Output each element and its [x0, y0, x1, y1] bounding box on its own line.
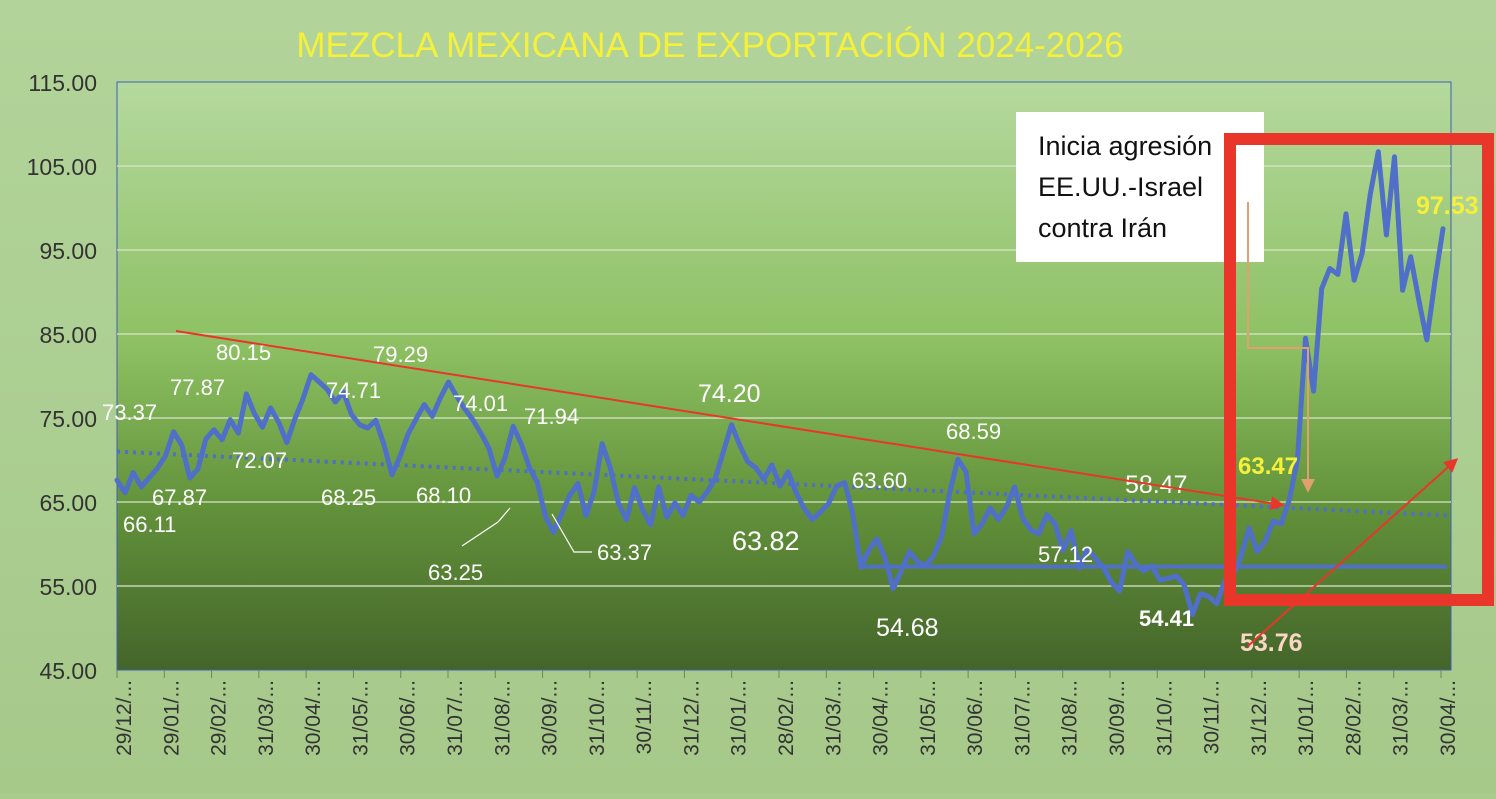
y-tick-label: 95.00 — [39, 238, 97, 264]
x-tick-label: 30/06/... — [964, 680, 987, 756]
data-label: 58.47 — [1125, 471, 1188, 499]
x-tick-label: 31/12/... — [1248, 680, 1271, 756]
data-label: 54.68 — [876, 614, 939, 642]
data-label: 68.10 — [416, 483, 471, 508]
y-tick-label: 75.00 — [39, 406, 97, 432]
chart-title: MEZCLA MEXICANA DE EXPORTACIÓN 2024-2026 — [296, 26, 1123, 65]
x-axis: 29/12/... 29/01/... 29/02/... 31/03/... 30/0… — [113, 670, 1460, 756]
x-tick-label: 31/08/... — [491, 680, 514, 756]
x-tick-label: 31/05/... — [917, 680, 940, 756]
x-tick-label: 31/03/... — [1390, 680, 1413, 756]
x-tick-label: 30/11/... — [1201, 680, 1224, 754]
y-tick-label: 55.00 — [39, 574, 97, 600]
x-tick-label: 30/11/... — [633, 680, 656, 754]
x-tick-label: 30/04/... — [870, 680, 893, 756]
data-label: 71.94 — [524, 404, 579, 429]
x-tick-label: 31/10/... — [1153, 680, 1176, 756]
y-tick-label: 105.00 — [27, 154, 97, 180]
y-tick-label: 85.00 — [39, 322, 97, 348]
data-label: 57.12 — [1038, 542, 1093, 567]
data-label: 68.59 — [946, 419, 1001, 444]
x-tick-label: 30/04/... — [302, 680, 325, 756]
y-tick-label: 115.00 — [28, 70, 97, 96]
x-tick-label: 31/12/... — [680, 680, 703, 756]
x-tick-label: 30/04/... — [1437, 680, 1460, 756]
data-label: 79.29 — [373, 342, 428, 367]
data-label: 97.53 — [1416, 192, 1479, 220]
data-label: 72.07 — [232, 448, 287, 473]
x-tick-label: 31/01/... — [1295, 680, 1318, 756]
y-tick-label: 45.00 — [39, 658, 97, 684]
x-tick-label: 30/09/... — [1106, 680, 1129, 756]
y-tick-label: 65.00 — [39, 490, 97, 516]
x-tick-label: 28/02/... — [775, 680, 798, 756]
x-tick-label: 29/02/... — [208, 680, 231, 756]
data-label: 63.47 — [1238, 453, 1298, 480]
x-tick-label: 31/08/... — [1059, 680, 1082, 756]
data-label: 68.25 — [321, 485, 376, 510]
y-axis: 45.00 55.00 65.00 75.00 85.00 95.00 105.00 115.… — [27, 70, 97, 684]
data-label: 63.37 — [597, 540, 652, 565]
x-tick-label: 30/09/... — [539, 680, 562, 756]
data-label: 74.20 — [698, 380, 761, 408]
x-tick-label: 31/07/... — [444, 680, 467, 756]
x-tick-label: 31/01/... — [728, 680, 751, 756]
data-label: 63.82 — [732, 526, 800, 556]
data-label: 63.25 — [428, 560, 483, 585]
x-tick-label: 31/07/... — [1011, 680, 1034, 756]
data-label: 77.87 — [170, 375, 225, 400]
x-tick-label: 31/03/... — [255, 680, 278, 756]
data-label: 74.71 — [326, 378, 381, 403]
data-label: 74.01 — [453, 391, 508, 416]
x-tick-label: 30/06/... — [397, 680, 420, 756]
x-tick-label: 31/03/... — [822, 680, 845, 756]
x-tick-label: 31/05/... — [349, 680, 372, 756]
annotation-callout: Inicia agresión EE.UU.-Israel contra Irá… — [1016, 112, 1264, 262]
data-label: 63.60 — [852, 468, 907, 493]
x-tick-label: 29/01/... — [160, 680, 183, 756]
leader-line — [551, 513, 592, 553]
data-label: 66.11 — [123, 512, 176, 537]
data-label: 53.76 — [1240, 629, 1303, 657]
leader-line — [461, 507, 511, 547]
x-tick-label: 31/10/... — [586, 680, 609, 756]
data-label: 73.37 — [102, 400, 157, 425]
x-tick-label: 29/12/... — [113, 680, 136, 756]
data-label: 80.15 — [216, 340, 271, 365]
data-label: 67.87 — [152, 485, 207, 510]
x-tick-label: 28/02/... — [1342, 680, 1365, 756]
data-label: 54.41 — [1139, 606, 1194, 631]
